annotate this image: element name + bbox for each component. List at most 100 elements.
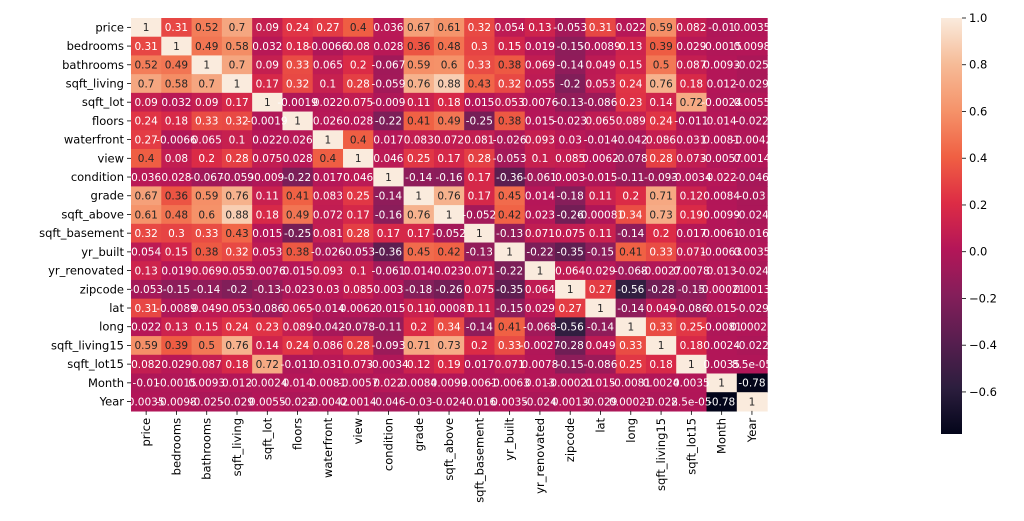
heatmap-cell xyxy=(373,167,405,187)
heatmap-cell xyxy=(585,317,617,337)
heatmap-cell xyxy=(736,36,768,57)
cell-value-label: -0.061 xyxy=(523,172,557,184)
cell-value-label: 0.028 xyxy=(283,153,313,165)
cell-value-label: -0.029 xyxy=(735,78,769,90)
heatmap-cell xyxy=(191,373,223,393)
cell-value-label: 0.0024 xyxy=(643,378,680,390)
heatmap-cell xyxy=(403,148,435,169)
heatmap-cell xyxy=(282,130,314,150)
cell-value-label: 0.73 xyxy=(437,340,460,352)
cell-value-label: 0.069 xyxy=(525,60,555,72)
heatmap-cell xyxy=(282,354,314,375)
heatmap-cell xyxy=(312,74,344,94)
heatmap-cell xyxy=(221,354,253,375)
heatmap-cell xyxy=(464,74,496,94)
heatmap-cell xyxy=(282,74,314,94)
cell-value-label: 0.33 xyxy=(649,247,672,259)
cell-value-label: 0.029 xyxy=(161,359,191,371)
heatmap-cell xyxy=(494,373,526,393)
colorbar-tick-label: 0.6 xyxy=(969,104,987,118)
heatmap-cell xyxy=(191,336,223,356)
cell-value-label: 0.27 xyxy=(316,22,339,34)
heatmap-cell xyxy=(645,223,677,244)
heatmap-cell xyxy=(585,279,617,300)
heatmap-cell xyxy=(221,148,253,169)
heatmap-cell xyxy=(676,261,708,281)
heatmap-cell xyxy=(252,336,284,356)
heatmap-cell xyxy=(676,92,708,113)
heatmap-cells xyxy=(131,18,768,412)
cell-value-label: -0.0057 xyxy=(701,153,742,165)
heatmap-cell xyxy=(252,111,284,131)
cell-value-label: 0.0035 xyxy=(734,22,771,34)
x-tick-label: sqft_living xyxy=(230,418,244,476)
heatmap-cell xyxy=(252,130,284,150)
heatmap-cell xyxy=(343,130,374,150)
heatmap-cell xyxy=(433,261,465,281)
heatmap-cell xyxy=(252,148,284,169)
heatmap-cell xyxy=(555,336,586,356)
heatmap-cell xyxy=(221,261,253,281)
heatmap-cell xyxy=(403,354,435,375)
heatmap-cell xyxy=(312,336,344,356)
heatmap-cell xyxy=(736,354,768,375)
heatmap-cell xyxy=(221,298,253,318)
heatmap-cell xyxy=(585,392,617,412)
heatmap-cell xyxy=(373,317,405,337)
heatmap-cell xyxy=(191,298,223,318)
heatmap-cell xyxy=(373,279,405,300)
cell-value-label: -0.26 xyxy=(557,209,584,221)
cell-value-label: -0.022 xyxy=(735,116,769,128)
cell-value-label: 0.58 xyxy=(225,41,248,53)
cell-value-label: 1 xyxy=(143,22,150,34)
heatmap-cell xyxy=(555,373,586,393)
heatmap-cell xyxy=(736,186,768,206)
heatmap-cell xyxy=(645,354,677,375)
cell-value-label: 0.064 xyxy=(525,284,555,296)
heatmap-cell xyxy=(464,223,496,244)
heatmap-cell xyxy=(585,92,617,113)
cell-value-label: 0.017 xyxy=(676,228,706,240)
heatmap-cell xyxy=(676,242,708,262)
y-tick-label: price xyxy=(95,20,124,34)
heatmap-cell xyxy=(161,18,193,38)
y-tick-label: condition xyxy=(71,170,124,184)
cell-value-label: 0.33 xyxy=(468,60,491,72)
heatmap-cell xyxy=(555,205,586,225)
heatmap-cell xyxy=(161,74,193,94)
cell-value-label: 0.49 xyxy=(437,116,460,128)
heatmap-cell xyxy=(343,298,374,318)
heatmap-cell xyxy=(312,298,344,318)
heatmap-cell xyxy=(615,205,647,225)
cell-value-label: 0.049 xyxy=(585,340,615,352)
heatmap-cell xyxy=(615,354,647,375)
heatmap-cell xyxy=(706,223,738,244)
cell-value-label: -0.052 xyxy=(462,209,496,221)
cell-value-label: -0.00081 xyxy=(577,209,624,221)
cell-value-label: 0.0061 xyxy=(703,228,740,240)
colorbar-tick-label: −0.6 xyxy=(969,385,997,399)
heatmap-cell xyxy=(676,74,708,94)
heatmap-cell xyxy=(252,92,284,113)
heatmap-cell xyxy=(312,92,344,113)
heatmap-cell xyxy=(645,186,677,206)
heatmap-cell xyxy=(131,205,162,225)
cell-value-label: -0.053 xyxy=(553,22,587,34)
cell-value-label: 0.019 xyxy=(161,265,191,277)
heatmap-cell xyxy=(191,354,223,375)
y-tick-label: sqft_basement xyxy=(39,226,124,240)
heatmap-cell xyxy=(312,148,344,169)
cell-value-label: 0.2 xyxy=(410,322,427,334)
heatmap-cell xyxy=(312,130,344,150)
x-tick-label: sqft_basement xyxy=(472,417,486,502)
cell-value-label: 0.17 xyxy=(225,97,248,109)
colorbar-tick-label: 1.0 xyxy=(969,11,987,25)
heatmap-cell xyxy=(736,167,768,187)
heatmap-cell xyxy=(161,111,193,131)
heatmap-cell xyxy=(464,298,496,318)
y-tick-label: bathrooms xyxy=(62,58,124,72)
heatmap-cell xyxy=(494,186,526,206)
heatmap-cell xyxy=(373,373,405,393)
cell-value-label: 0.72 xyxy=(680,97,703,109)
cell-value-label: -0.016 xyxy=(735,228,769,240)
